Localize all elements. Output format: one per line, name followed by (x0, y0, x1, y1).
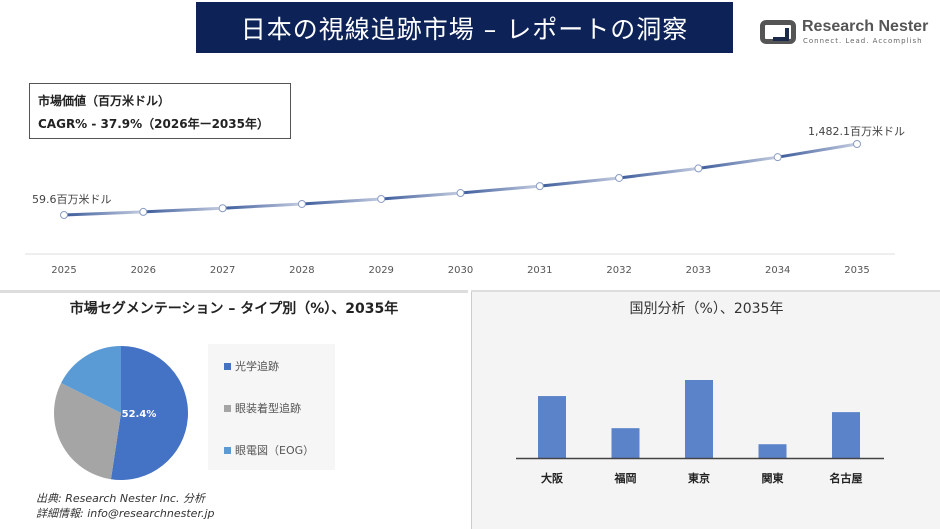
segment-panel: 市場セグメンテーション – タイプ別（%）、2035年 52.4% 光学追跡 眼… (0, 292, 468, 529)
pie-slice (53, 382, 121, 480)
x-tick-label: 2026 (131, 265, 156, 276)
line-segment (776, 142, 859, 159)
logo-tagline: Connect. Lead. Accomplish (803, 37, 923, 45)
bar (685, 380, 713, 458)
source-note: 出典: Research Nester Inc. 分析 詳細情報: info@r… (36, 491, 215, 521)
line-segment (696, 155, 780, 170)
legend-item: 眼電図（EOG） (224, 442, 314, 458)
data-point (615, 173, 624, 182)
pie-slice (61, 346, 121, 413)
bar (758, 444, 787, 458)
page-title: 日本の視線追跡市場 – レポートの洞察 (196, 2, 733, 53)
x-tick-label: 大阪 (541, 471, 564, 485)
data-point (853, 140, 861, 148)
data-point (694, 164, 703, 173)
data-point (456, 189, 465, 198)
x-tick-label: 2033 (686, 265, 711, 276)
pie-legend: 光学追跡 眼装着型追跡 眼電図（EOG） (208, 344, 335, 470)
legend-swatch (224, 404, 231, 412)
line-segment (459, 184, 542, 195)
data-label-last: 1,482.1百万米ドル (808, 125, 905, 138)
market-value-label: 市場価値（百万米ドル） (38, 94, 171, 108)
data-point (773, 153, 782, 162)
x-tick-label: 2031 (527, 265, 552, 276)
data-point (60, 211, 68, 219)
x-tick-label: 東京 (688, 471, 710, 485)
x-tick-label: 2032 (606, 265, 631, 276)
contact-line: 詳細情報: info@researchnester.jp (36, 507, 215, 520)
line-segment (379, 191, 462, 201)
data-label-first: 59.6百万米ドル (32, 193, 112, 206)
country-panel: 国別分析（%）、2035年 大阪 福岡 東京 関東 名古屋 (471, 292, 940, 529)
cagr-label: CAGR% - 37.9%（2026年ー2035年） (38, 117, 269, 131)
bar (832, 412, 860, 458)
x-tick-label: 2034 (765, 265, 790, 276)
line-segment (617, 166, 700, 180)
line-segment (300, 197, 383, 206)
pie-title: 市場セグメンテーション – タイプ別（%）、2035年 (69, 301, 399, 317)
logo-name: Research Nester (802, 18, 929, 35)
line-segment (538, 176, 621, 188)
pie-chart: 52.4% (53, 346, 189, 480)
legend-label: 眼装着型追跡 (235, 402, 301, 415)
x-tick-label: 福岡 (614, 471, 637, 485)
bar-chart: 大阪 福岡 東京 関東 名古屋 (516, 380, 884, 485)
divider (471, 290, 940, 293)
logo-icon (760, 20, 796, 44)
x-tick-label: 2029 (368, 265, 393, 276)
legend-label: 光学追跡 (235, 360, 279, 373)
line-segment (62, 210, 145, 217)
line-segment (221, 202, 304, 210)
line-segment (141, 206, 225, 214)
pie-data-label: 52.4% (122, 409, 157, 420)
source-line: 出典: Research Nester Inc. 分析 (36, 492, 205, 505)
x-tick-label: 2027 (210, 265, 235, 276)
x-tick-label: 2035 (844, 265, 869, 276)
data-point (297, 199, 306, 208)
data-point (535, 182, 544, 191)
x-tick-label: 2025 (51, 265, 76, 276)
x-tick-label: 関東 (762, 471, 785, 485)
legend-item: 光学追跡 (224, 358, 279, 374)
bar (611, 428, 640, 458)
data-point (377, 194, 386, 203)
legend-swatch (224, 362, 231, 370)
legend-item: 眼装着型追跡 (224, 400, 301, 416)
pie-slice (110, 346, 189, 480)
data-point (218, 204, 227, 213)
data-point (139, 207, 148, 216)
logo: Research Nester Connect. Lead. Accomplis… (760, 18, 930, 48)
legend-swatch (224, 446, 231, 454)
x-tick-label: 2028 (289, 265, 314, 276)
x-tick-label: 名古屋 (830, 471, 863, 485)
divider (0, 290, 468, 293)
bar-title: 国別分析（%）、2035年 (629, 301, 784, 317)
x-tick-label: 2030 (448, 265, 473, 276)
bar (538, 396, 566, 458)
legend-label: 眼電図（EOG） (235, 444, 315, 457)
info-box: 市場価値（百万米ドル） CAGR% - 37.9%（2026年ー2035年） (29, 83, 291, 139)
line-chart: 2025 2026 2027 2028 2029 2030 2031 2032 2033 2034… (25, 125, 905, 276)
